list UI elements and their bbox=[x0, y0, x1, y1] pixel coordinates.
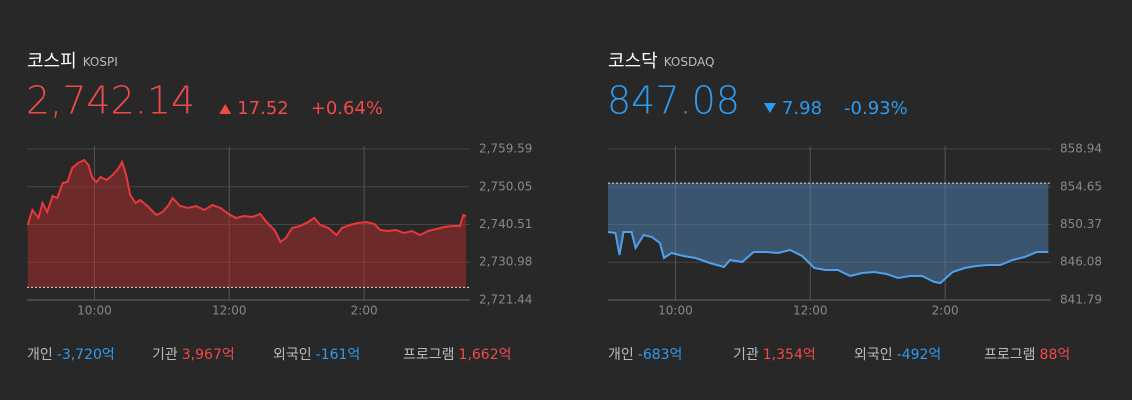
y-tick-label: 850.37 bbox=[1060, 217, 1102, 231]
investor-value: -161억 bbox=[316, 347, 361, 363]
price-line bbox=[26, 158, 467, 244]
investor-label: 기관 bbox=[733, 347, 759, 363]
index-change-pct: -0.93% bbox=[844, 98, 908, 119]
x-tick-label: 2:00 bbox=[351, 304, 378, 318]
index-price: 847.08 bbox=[607, 79, 740, 123]
investor-label: 외국인 bbox=[854, 347, 893, 363]
y-tick-label: 854.65 bbox=[1060, 179, 1102, 193]
index-name: 코스닥 bbox=[608, 51, 658, 72]
investor-label: 기관 bbox=[152, 347, 178, 363]
index-change: 17.52 bbox=[237, 98, 289, 119]
investor-value: -492억 bbox=[897, 347, 942, 363]
area bbox=[27, 160, 466, 288]
index-name: 코스피 bbox=[27, 51, 77, 72]
investor-value: -3,720억 bbox=[57, 347, 115, 363]
investor-flow: 기관 3,967억 bbox=[152, 347, 235, 363]
investor-flow: 개인 -3,720억 bbox=[27, 347, 115, 363]
y-tick-label: 2,759.59 bbox=[479, 142, 532, 156]
index-price: 2,742.14 bbox=[26, 79, 195, 123]
index-change: 7.98 bbox=[782, 98, 822, 119]
investor-flow: 외국인 -161억 bbox=[273, 347, 360, 363]
y-tick-label: 2,740.51 bbox=[479, 217, 532, 231]
panel: 코스닥 KOSDAQ 847.08 7.98 -0.93% 841.79 846.08 850… bbox=[607, 51, 1102, 363]
index-change-pct: +0.64% bbox=[311, 98, 383, 119]
investor-flow: 프로그램 1,662억 bbox=[403, 347, 512, 363]
investor-flow: 외국인 -492억 bbox=[854, 347, 941, 363]
y-tick-label: 841.79 bbox=[1060, 293, 1102, 307]
investor-value: 88억 bbox=[1040, 347, 1071, 363]
x-tick-label: 10:00 bbox=[77, 304, 112, 318]
investor-label: 프로그램 bbox=[984, 347, 1036, 363]
investor-label: 개인 bbox=[27, 347, 53, 363]
index-code: KOSDAQ bbox=[664, 55, 715, 69]
investor-label: 프로그램 bbox=[403, 347, 455, 363]
change-arrow bbox=[219, 104, 232, 114]
investor-label: 외국인 bbox=[273, 347, 312, 363]
investor-value: 1,354억 bbox=[763, 347, 816, 363]
panel: 코스피 KOSPI 2,742.14 17.52 +0.64% 2,721.44 2,730… bbox=[26, 51, 532, 363]
y-tick-label: 2,750.05 bbox=[479, 179, 532, 193]
y-tick-label: 858.94 bbox=[1060, 142, 1102, 156]
x-tick-label: 10:00 bbox=[658, 304, 693, 318]
investor-label: 개인 bbox=[608, 347, 634, 363]
y-tick-label: 846.08 bbox=[1060, 255, 1102, 269]
x-tick-label: 12:00 bbox=[212, 304, 247, 318]
investor-value: -683억 bbox=[638, 347, 683, 363]
price-line bbox=[607, 231, 1049, 285]
x-tick-label: 2:00 bbox=[932, 304, 959, 318]
investor-flow: 프로그램 88억 bbox=[984, 347, 1070, 363]
index-title: 코스피 KOSPI bbox=[27, 51, 118, 72]
y-tick-label: 2,721.44 bbox=[479, 293, 532, 307]
area bbox=[608, 183, 1049, 283]
y-tick-label: 2,730.98 bbox=[479, 255, 532, 269]
index-code: KOSPI bbox=[83, 55, 118, 69]
index-title: 코스닥 KOSDAQ bbox=[608, 51, 714, 72]
change-arrow bbox=[763, 103, 776, 113]
investor-flow: 기관 1,354억 bbox=[733, 347, 816, 363]
investor-value: 1,662억 bbox=[459, 347, 512, 363]
investor-value: 3,967억 bbox=[182, 347, 235, 363]
investor-flow: 개인 -683억 bbox=[608, 347, 682, 363]
x-tick-label: 12:00 bbox=[793, 304, 828, 318]
